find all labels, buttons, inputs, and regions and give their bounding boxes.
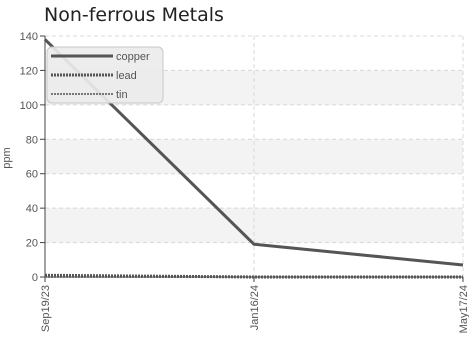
y-axis-label: ppm bbox=[1, 147, 13, 168]
series-lines bbox=[43, 38, 464, 279]
x-tick-label: Jan16/24 bbox=[249, 285, 261, 330]
chart-title: Non-ferrous Metals bbox=[44, 4, 224, 26]
series-line-copper bbox=[43, 38, 464, 267]
y-tick-label: 100 bbox=[20, 100, 38, 112]
x-axis-ticks: Sep19/23 Jan16/24 May17/24 bbox=[40, 277, 469, 333]
x-tick-label: Sep19/23 bbox=[40, 285, 52, 332]
y-tick-label: 0 bbox=[32, 272, 38, 284]
y-tick-label: 140 bbox=[20, 31, 38, 43]
y-tick-label: 60 bbox=[26, 169, 38, 181]
y-tick-label: 80 bbox=[26, 134, 38, 146]
legend-label-copper: copper bbox=[116, 51, 150, 63]
y-tick-label: 20 bbox=[26, 238, 38, 250]
series-line-lead bbox=[44, 273, 463, 279]
legend-label-tin: tin bbox=[116, 89, 128, 101]
y-axis-ticks: 0 20 40 60 80 100 120 140 bbox=[20, 31, 45, 284]
legend: copper lead tin bbox=[46, 46, 164, 104]
y-tick-label: 120 bbox=[20, 65, 38, 77]
y-tick-label: 40 bbox=[26, 203, 38, 215]
x-tick-label: May17/24 bbox=[458, 285, 469, 333]
legend-label-lead: lead bbox=[116, 70, 137, 82]
